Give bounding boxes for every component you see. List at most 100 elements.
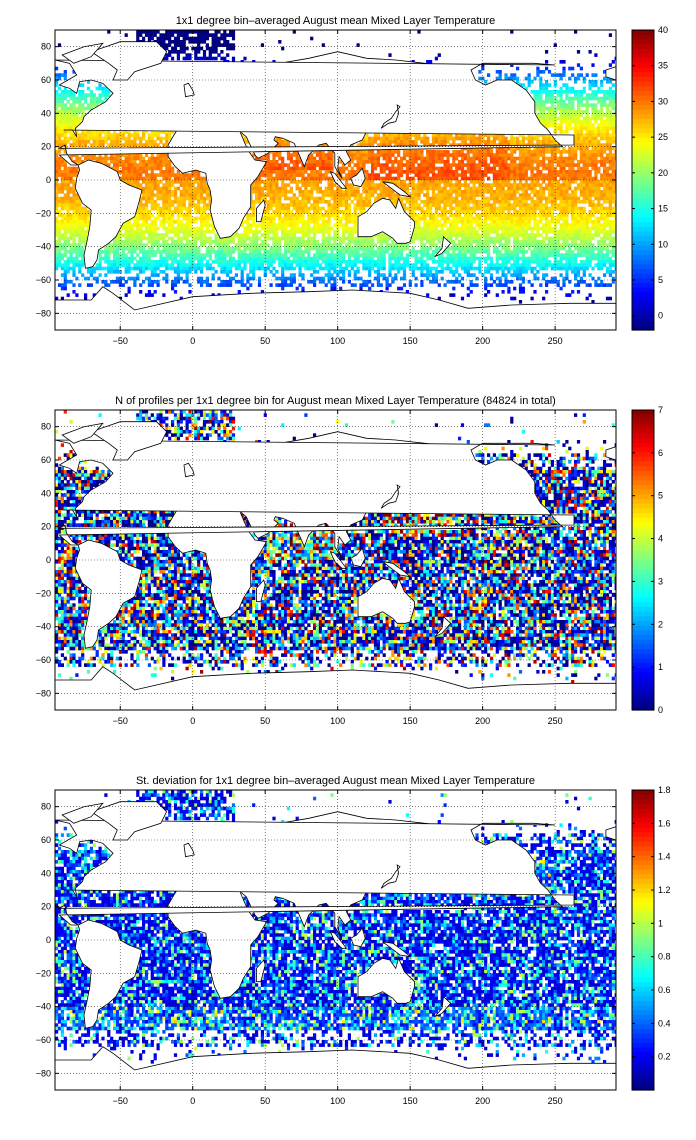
heatmap-cell (426, 220, 430, 224)
heatmap-cell (498, 166, 502, 171)
heatmap-cell (124, 170, 128, 174)
heatmap-cell (307, 223, 311, 227)
heatmap-cell (347, 236, 351, 241)
heatmap-cell (460, 190, 465, 194)
heatmap-cell (327, 220, 331, 224)
heatmap-cell (574, 236, 578, 241)
heatmap-cell (382, 153, 386, 157)
heatmap-cell (376, 136, 380, 141)
heatmap-cell (153, 143, 157, 147)
heatmap-cell (278, 236, 282, 241)
heatmap-cell (576, 96, 581, 101)
heatmap-cell (611, 236, 615, 241)
heatmap-cell (281, 173, 285, 177)
heatmap-cell (498, 233, 502, 237)
heatmap-cell (478, 216, 482, 221)
heatmap-cell (574, 130, 578, 134)
heatmap-cell (605, 216, 610, 221)
heatmap-cell (171, 40, 175, 44)
heatmap-cell (516, 136, 520, 141)
heatmap-cell (286, 236, 291, 241)
heatmap-cell (571, 96, 575, 101)
heatmap-cell (605, 176, 610, 181)
heatmap-cell (295, 166, 299, 171)
heatmap-cell (576, 176, 581, 181)
heatmap-cell (281, 183, 285, 187)
heatmap-cell (588, 203, 592, 207)
heatmap-cell (168, 133, 172, 137)
heatmap-cell (159, 40, 163, 44)
heatmap-cell (434, 193, 438, 197)
heatmap-cell (197, 56, 201, 61)
heatmap-cell (498, 240, 502, 244)
heatmap-cell (533, 176, 537, 181)
heatmap-cell (350, 186, 354, 191)
heatmap-cell (550, 153, 554, 157)
heatmap-cell (98, 100, 102, 104)
heatmap-cell (133, 130, 137, 134)
heatmap-cell (582, 233, 586, 237)
heatmap-cell (574, 136, 578, 141)
heatmap-cell (605, 113, 610, 117)
heatmap-cell (200, 36, 204, 41)
heatmap-cell (246, 233, 250, 237)
heatmap-cell (289, 160, 293, 164)
heatmap-cell (72, 143, 76, 147)
heatmap-cell (579, 140, 583, 144)
heatmap-cell (86, 223, 91, 227)
heatmap-cell (545, 113, 549, 117)
heatmap-cell (458, 183, 462, 187)
heatmap-cell (466, 150, 470, 154)
heatmap-cell (315, 196, 320, 201)
heatmap-cell (426, 230, 430, 234)
heatmap-cell (516, 236, 520, 241)
heatmap-cell (60, 133, 64, 137)
heatmap-cell (597, 216, 601, 221)
heatmap-cell (150, 186, 154, 191)
heatmap-cell (257, 236, 262, 241)
heatmap-cell (568, 100, 572, 104)
heatmap-cell (237, 233, 241, 237)
heatmap-cell (536, 66, 540, 71)
heatmap-cell (588, 176, 592, 181)
heatmap-cell (272, 190, 276, 194)
heatmap-cell (536, 170, 540, 174)
heatmap-cell (266, 230, 270, 234)
heatmap-cell (295, 210, 299, 214)
heatmap-cell (559, 150, 563, 154)
heatmap-cell (173, 240, 178, 244)
heatmap-cell (426, 140, 430, 144)
heatmap-cell (307, 226, 311, 231)
heatmap-cell (153, 216, 157, 221)
heatmap-cell (565, 86, 569, 91)
heatmap-cell (136, 223, 140, 227)
heatmap-cell (347, 170, 351, 174)
heatmap-cell (536, 136, 540, 141)
heatmap-cell (171, 56, 175, 61)
heatmap-cell (568, 126, 572, 131)
heatmap-cell (156, 206, 160, 211)
heatmap-cell (63, 103, 67, 107)
heatmap-cell (57, 126, 62, 131)
heatmap-cell (176, 226, 180, 231)
heatmap-cell (275, 166, 279, 171)
heatmap-cell (81, 93, 85, 97)
heatmap-cell (353, 150, 357, 154)
heatmap-cell (66, 130, 70, 134)
heatmap-cell (362, 203, 366, 207)
heatmap-cell (472, 200, 476, 204)
heatmap-cell (576, 113, 581, 117)
heatmap-cell (402, 196, 407, 201)
heatmap-cell (603, 123, 607, 127)
heatmap-cell (591, 136, 595, 141)
heatmap-cell (78, 230, 82, 234)
heatmap-cell (603, 170, 607, 174)
heatmap-cell (176, 180, 180, 184)
heatmap-cell (405, 166, 409, 171)
heatmap-cell (159, 213, 163, 217)
heatmap-cell (75, 166, 79, 171)
heatmap-cell (55, 233, 59, 237)
heatmap-cell (576, 146, 581, 151)
heatmap-cell (559, 193, 563, 197)
heatmap-cell (579, 156, 583, 161)
